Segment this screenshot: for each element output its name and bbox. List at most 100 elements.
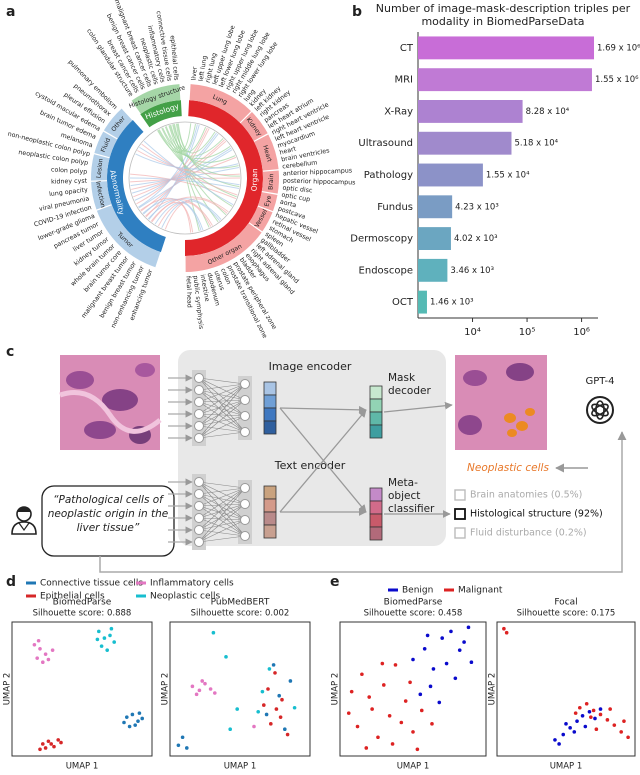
edge <box>198 529 246 537</box>
point <box>36 638 41 643</box>
embedding-cell <box>369 398 383 413</box>
point <box>108 633 112 638</box>
point <box>440 636 445 640</box>
edge <box>198 487 246 543</box>
option-checkbox <box>454 508 466 520</box>
point <box>382 683 386 687</box>
subgroup-ring <box>91 154 110 181</box>
bar <box>418 227 451 250</box>
category-label: Dermoscopy <box>350 234 413 245</box>
point <box>266 687 270 691</box>
point <box>568 726 572 730</box>
point <box>211 630 216 635</box>
point <box>35 656 39 660</box>
organ-label: lung opacity <box>49 187 89 199</box>
point <box>608 707 612 711</box>
point <box>422 647 427 651</box>
edge <box>198 425 246 433</box>
point <box>49 742 53 746</box>
point <box>260 689 265 694</box>
bar <box>418 68 592 92</box>
point <box>408 680 412 685</box>
chord <box>141 143 238 196</box>
point <box>589 715 593 719</box>
point <box>605 718 610 722</box>
edge <box>198 377 246 417</box>
point <box>367 695 372 699</box>
point <box>109 626 114 631</box>
point <box>197 688 202 693</box>
x-tick-label: 10⁴ <box>464 327 481 338</box>
point <box>228 727 232 731</box>
point <box>130 712 135 717</box>
point <box>594 727 599 731</box>
subgroup-ring <box>189 84 252 123</box>
bar <box>418 290 427 314</box>
point <box>430 722 434 726</box>
chord <box>129 177 240 189</box>
embedding-cell <box>369 487 383 502</box>
edge <box>198 481 246 521</box>
x-axis-label: UMAP 1 <box>66 762 99 772</box>
edge <box>198 415 246 439</box>
edge <box>198 517 246 537</box>
embedding-cell <box>369 385 383 400</box>
edge <box>198 383 246 427</box>
point <box>561 732 566 737</box>
subgroup-ring <box>96 205 161 268</box>
point <box>252 724 256 729</box>
flow-arrow <box>279 405 367 414</box>
point <box>380 661 385 666</box>
classifier-label: Meta-object classifier <box>388 477 435 515</box>
organ-label: aorta <box>279 199 297 210</box>
point <box>95 637 100 642</box>
chord <box>147 198 222 220</box>
chord <box>136 127 208 205</box>
subgroup-ring <box>240 111 268 141</box>
point <box>46 657 51 662</box>
edge <box>198 503 246 519</box>
panel-letter: e <box>330 574 340 590</box>
edge <box>198 399 246 415</box>
x-axis-label: UMAP 1 <box>224 762 257 772</box>
edge <box>198 503 246 531</box>
point <box>283 727 287 731</box>
edge <box>198 389 246 417</box>
organ-label: fetal head <box>185 276 193 308</box>
point <box>469 660 474 664</box>
panel-letter: b <box>352 4 362 20</box>
edge <box>198 401 246 433</box>
node-column <box>238 376 252 440</box>
bar <box>418 131 512 155</box>
inner-circle <box>128 121 242 235</box>
point <box>612 723 617 727</box>
subgroup-ring <box>103 108 133 139</box>
point <box>393 663 398 667</box>
node <box>240 515 250 525</box>
point <box>180 735 185 740</box>
point <box>38 647 42 651</box>
plot-subtitle: Silhouette score: 0.458 <box>364 609 463 619</box>
subgroup-ring <box>185 223 262 272</box>
node <box>240 411 250 421</box>
point <box>457 648 462 652</box>
value-label: 3.46 x 10³ <box>450 266 494 276</box>
plot-title: BiomedParse <box>53 598 112 608</box>
legend-label: Malignant <box>458 586 503 596</box>
edge <box>198 519 246 531</box>
point <box>557 742 561 746</box>
x-tick-label: 10⁶ <box>573 327 590 338</box>
category-label: CT <box>400 43 414 54</box>
edge <box>198 517 246 521</box>
edge <box>198 481 246 505</box>
point <box>502 626 506 631</box>
bar <box>418 36 595 60</box>
point <box>370 707 374 711</box>
point <box>277 693 282 698</box>
node <box>194 433 204 443</box>
point <box>278 715 283 719</box>
category-ring <box>140 100 182 128</box>
bar <box>418 258 448 282</box>
organ-label: left lung <box>198 55 209 82</box>
point <box>105 648 109 652</box>
